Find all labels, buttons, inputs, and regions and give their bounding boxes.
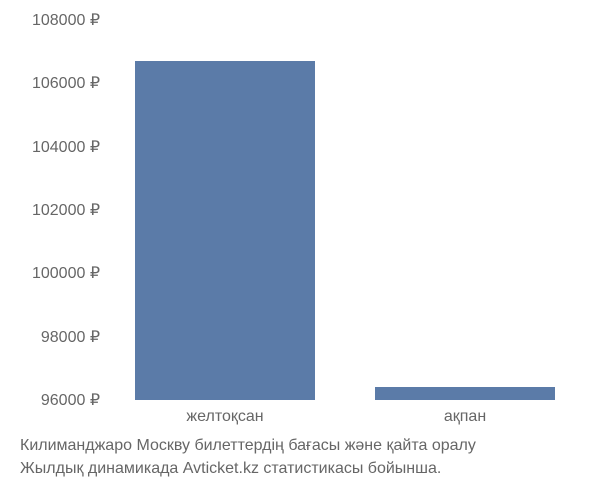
caption-line-1: Килиманджаро Москву билеттердің бағасы ж… — [20, 435, 476, 457]
y-tick-label: 106000 ₽ — [32, 73, 100, 93]
y-tick-label: 96000 ₽ — [41, 390, 100, 410]
bar — [135, 61, 315, 400]
y-tick-label: 108000 ₽ — [32, 10, 100, 30]
x-tick-label: ақпан — [444, 408, 486, 426]
x-tick-label: желтоқсан — [186, 408, 263, 426]
plot-area — [105, 20, 585, 400]
bar — [375, 387, 555, 400]
y-tick-label: 98000 ₽ — [41, 327, 100, 347]
y-tick-label: 102000 ₽ — [32, 200, 100, 220]
y-tick-label: 104000 ₽ — [32, 137, 100, 157]
chart-caption: Килиманджаро Москву билеттердің бағасы ж… — [20, 435, 476, 480]
y-tick-label: 100000 ₽ — [32, 263, 100, 283]
caption-line-2: Жылдық динамикада Avticket.kz статистика… — [20, 458, 476, 480]
chart-container: 96000 ₽ 98000 ₽ 100000 ₽ 102000 ₽ 104000 ₽ 10… — [0, 0, 600, 500]
